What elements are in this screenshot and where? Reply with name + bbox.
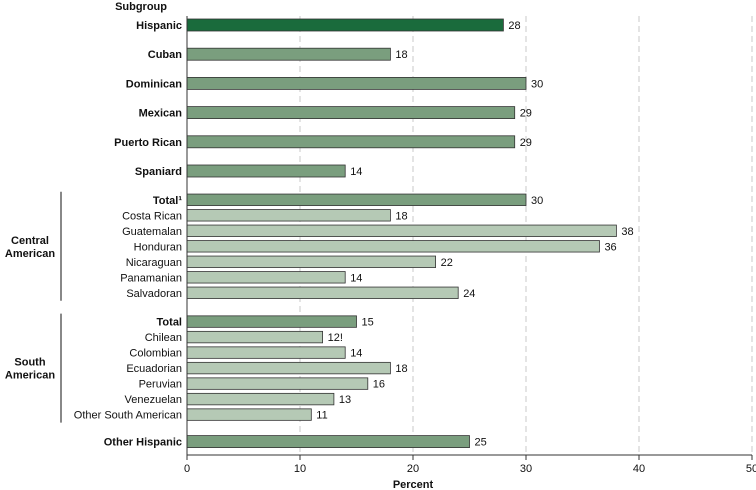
category-label: Other Hispanic: [104, 437, 182, 449]
bar-colombian: [186, 346, 346, 359]
value-label: 18: [395, 363, 407, 375]
bar-other-south-american: [186, 408, 312, 421]
bar-puerto-rican: [186, 135, 516, 149]
group-label: American: [5, 370, 55, 382]
bar-total: [186, 193, 527, 206]
value-label: 28: [508, 20, 520, 32]
value-label: 15: [362, 317, 374, 329]
value-label: 30: [531, 78, 543, 90]
value-label: 18: [395, 49, 407, 61]
bar-peruvian: [186, 377, 369, 390]
group-label: South: [14, 357, 45, 369]
category-label: Venezuelan: [125, 394, 183, 406]
value-label: 36: [604, 241, 616, 253]
group-label: American: [5, 248, 55, 260]
bar-venezuelan: [186, 392, 335, 406]
bar-mexican: [186, 106, 516, 119]
x-tick-label: 0: [184, 463, 190, 475]
bar-nicaraguan: [186, 255, 437, 268]
category-label: Panamanian: [120, 272, 182, 284]
value-label: 14: [350, 272, 362, 284]
category-label: Peruvian: [139, 379, 182, 391]
category-label: Salvadoran: [126, 288, 182, 300]
value-label: 11: [316, 410, 327, 422]
category-label: Chilean: [145, 332, 182, 344]
category-label: Guatemalan: [122, 226, 182, 238]
x-axis-title: Percent: [393, 479, 434, 490]
category-label: Costa Rican: [122, 210, 182, 222]
bar-salvadoran: [186, 286, 459, 299]
bar-total: [186, 315, 357, 328]
bar-other-hispanic: [186, 435, 470, 449]
value-label: 25: [475, 437, 487, 449]
x-tick-label: 40: [633, 463, 645, 475]
bar-costa-rican: [186, 209, 391, 222]
value-label: 24: [463, 288, 475, 300]
group-label: Central: [11, 235, 49, 247]
x-axis: 0 10 20 30 40 50: [184, 16, 756, 475]
x-tick-label: 30: [520, 463, 532, 475]
category-label: Puerto Rican: [114, 137, 182, 149]
x-tick-label: 50: [746, 463, 756, 475]
category-label: Colombian: [129, 348, 182, 360]
bar-dominican: [186, 77, 527, 90]
category-label: Mexican: [139, 108, 183, 120]
value-label: 38: [621, 226, 633, 238]
category-label: Ecuadorian: [126, 363, 182, 375]
category-label: Total: [157, 317, 182, 329]
category-label: Dominican: [126, 78, 183, 90]
value-label: 29: [520, 108, 532, 120]
x-tick-label: 20: [407, 463, 419, 475]
value-label: 18: [395, 210, 407, 222]
category-label: Other South American: [74, 410, 182, 422]
category-label: Honduran: [134, 241, 182, 253]
x-tick-label: 10: [294, 463, 306, 475]
bar-chilean: [186, 330, 324, 344]
category-label: Total¹: [153, 195, 182, 207]
value-label: 22: [441, 257, 453, 269]
value-label: 16: [373, 379, 385, 391]
bar-honduran: [186, 240, 600, 253]
bar-hispanic: [186, 18, 504, 32]
bar-panamanian: [186, 271, 346, 284]
category-label: Hispanic: [136, 20, 182, 32]
bar-guatemalan: [186, 224, 617, 237]
category-label: Spaniard: [135, 166, 182, 178]
value-label: 12!: [328, 332, 343, 344]
category-label: Nicaraguan: [126, 257, 182, 269]
bar-ecuadorian: [186, 361, 391, 375]
value-label: 13: [339, 394, 351, 406]
bars: Hispanic 28 Cuban 18 Dominican 30 Mexican 29 Pue…: [5, 18, 634, 449]
value-label: 14: [350, 348, 362, 360]
category-label: Cuban: [148, 49, 183, 61]
value-label: 14: [350, 166, 362, 178]
value-label: 30: [531, 195, 543, 207]
bar-cuban: [186, 47, 391, 61]
bar-spaniard: [186, 164, 346, 178]
subgroup-header: Subgroup: [115, 1, 167, 13]
value-label: 29: [520, 137, 532, 149]
